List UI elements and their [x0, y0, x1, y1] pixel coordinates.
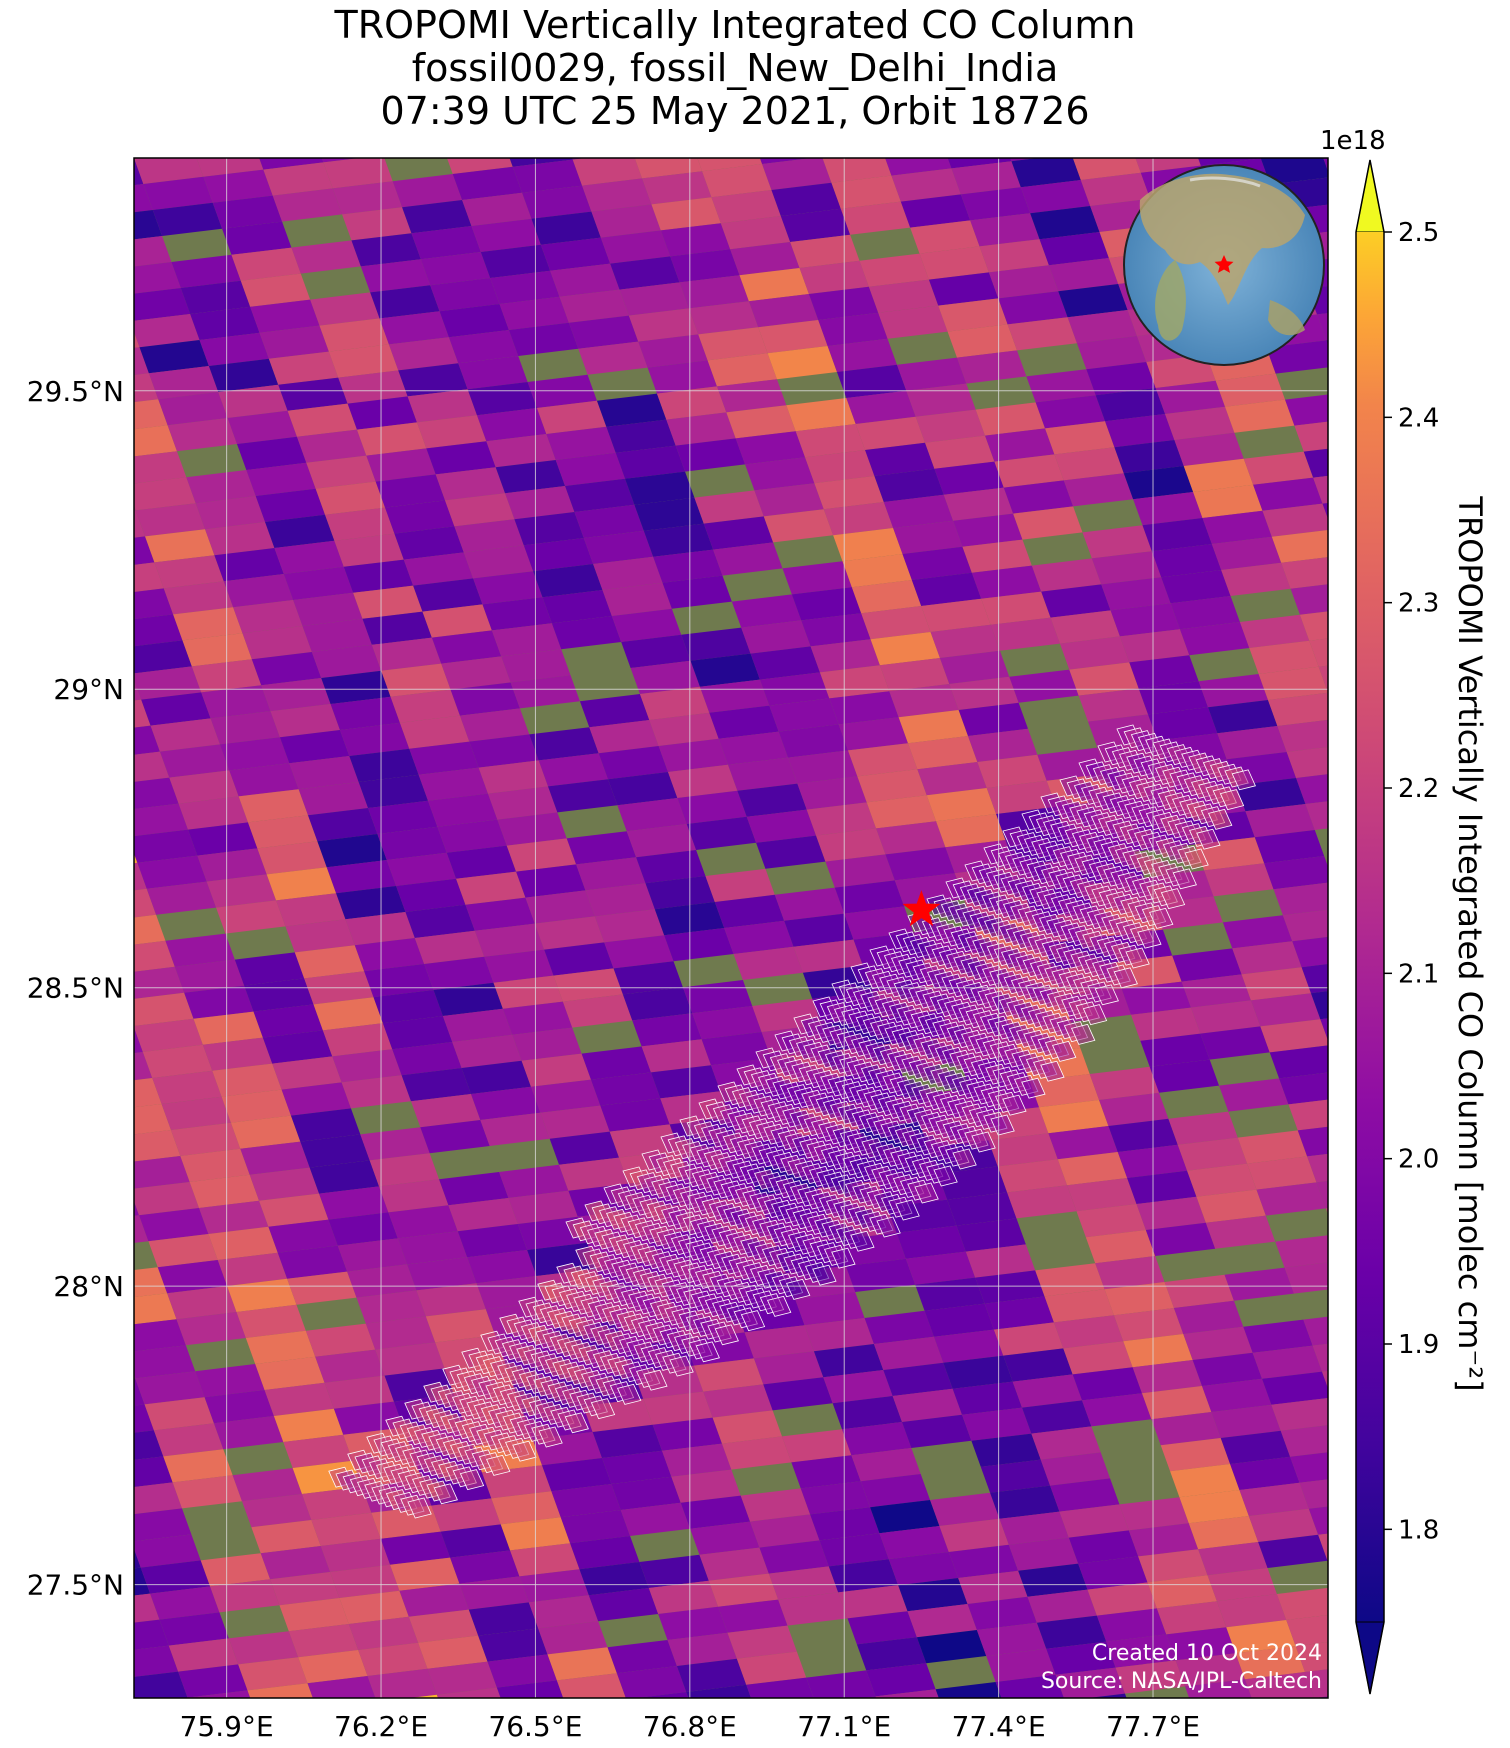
target-location-star-icon — [902, 890, 941, 927]
colorbar-label: TROPOMI Vertically Integrated CO Column … — [1451, 496, 1489, 1392]
lon-tick-label: 77.1°E — [797, 1710, 891, 1743]
lon-tick-label: 76.5°E — [488, 1710, 582, 1743]
map-frame — [133, 157, 1329, 1699]
lon-tick-label: 76.2°E — [334, 1710, 428, 1743]
footprint-overlay — [328, 724, 1256, 1519]
created-credit: Created 10 Oct 2024 — [1091, 1641, 1322, 1666]
lon-tick-label: 77.7°E — [1106, 1710, 1200, 1743]
lat-tick-label: 29.5°N — [27, 375, 124, 408]
source-credit: Source: NASA/JPL-Caltech — [1040, 1669, 1322, 1694]
lat-tick-label: 28°N — [53, 1270, 124, 1303]
colorbar-tick-label: 2.3 — [1398, 589, 1439, 619]
colorbar-tick-label: 2.0 — [1398, 1145, 1439, 1175]
lon-tick-label: 76.8°E — [643, 1710, 737, 1743]
colorbar-tick-labels: 1.8 1.9 2.0 2.1 2.2 2.3 2.4 2.5 — [1384, 218, 1439, 1545]
lon-tick-label: 77.4°E — [952, 1710, 1046, 1743]
colorbar-tick-label: 2.5 — [1398, 218, 1439, 248]
latitude-tick-labels: 29.5°N 29°N 28.5°N 28°N 27.5°N — [27, 375, 124, 1602]
colorbar-tick-label: 2.2 — [1398, 774, 1439, 804]
colorbar-gradient — [1356, 232, 1384, 1622]
title-line-2: fossil0029, fossil_New_Delhi_India — [411, 46, 1059, 90]
colorbar-tick-label: 1.9 — [1398, 1330, 1439, 1360]
title-line-3: 07:39 UTC 25 May 2021, Orbit 18726 — [380, 89, 1090, 133]
chart-title: TROPOMI Vertically Integrated CO Column … — [0, 4, 1470, 133]
lon-tick-label: 75.9°E — [180, 1710, 274, 1743]
inset-globe — [1123, 164, 1325, 366]
colorbar-scale-exponent: 1e18 — [1320, 126, 1386, 156]
lat-tick-label: 28.5°N — [27, 972, 124, 1005]
colorbar-extend-min — [1355, 1621, 1385, 1695]
title-line-1: TROPOMI Vertically Integrated CO Column — [334, 3, 1136, 47]
colorbar-extend-max — [1355, 159, 1385, 233]
colorbar-tick-label: 2.1 — [1398, 959, 1439, 989]
lat-tick-label: 27.5°N — [27, 1569, 124, 1602]
colorbar-tick-label: 1.8 — [1398, 1515, 1439, 1545]
lat-tick-label: 29°N — [53, 673, 124, 706]
map-gridlines — [134, 158, 1328, 1698]
longitude-tick-labels: 75.9°E 76.2°E 76.5°E 76.8°E 77.1°E 77.4°E 77.7… — [180, 1710, 1200, 1743]
co-swath-layer — [134, 158, 1328, 1698]
colorbar-tick-label: 2.4 — [1398, 403, 1439, 433]
inset-target-star-icon — [1214, 255, 1234, 273]
